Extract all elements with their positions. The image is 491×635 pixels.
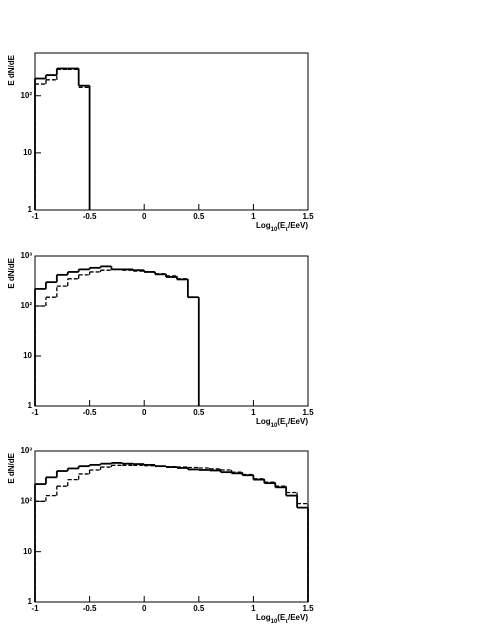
x-axis-label: Log10(Eτ/EeV) <box>256 613 308 624</box>
y-tick-label: 1 <box>28 205 33 214</box>
x-tick-label: -0.5 <box>83 408 97 417</box>
x-axis-label-part: τ <box>285 619 288 625</box>
y-axis-label: E dN/dE <box>7 257 16 288</box>
y-tick-label: 10³ <box>20 251 32 260</box>
x-tick-label: 1.5 <box>302 604 314 613</box>
y-tick-label: 10 <box>23 547 32 556</box>
y-axis-label: E dN/dE <box>7 54 16 85</box>
x-tick-label: 1 <box>251 212 256 221</box>
x-axis-label-part: Log <box>256 221 271 230</box>
x-axis-label-part: Log <box>256 613 271 622</box>
y-axis-label: E dN/dE <box>7 452 16 483</box>
x-tick-label: 1 <box>251 408 256 417</box>
x-tick-label: 0 <box>142 212 147 221</box>
x-tick-label: -1 <box>31 212 39 221</box>
x-axis-label-part: τ <box>285 423 288 429</box>
x-tick-label: 0 <box>142 604 147 613</box>
plot-frame <box>34 450 309 603</box>
x-axis-label-part: 10 <box>271 227 278 233</box>
x-axis-label-part: Log <box>256 417 271 426</box>
y-tick-label: 10² <box>20 91 32 100</box>
x-axis-label-part: (E <box>277 613 286 622</box>
y-tick-label: 10 <box>23 351 32 360</box>
y-tick-label: 10² <box>20 301 32 310</box>
x-tick-label: -1 <box>31 604 39 613</box>
y-tick-label: 10 <box>23 148 32 157</box>
x-axis-label-part: (E <box>277 221 286 230</box>
x-axis-label-part: 10 <box>271 423 278 429</box>
x-axis-label-part: (E <box>277 417 286 426</box>
x-tick-label: 0.5 <box>193 212 205 221</box>
y-tick-label: 1 <box>28 597 33 606</box>
x-tick-label: 1.5 <box>302 212 314 221</box>
x-tick-label: 1.5 <box>302 408 314 417</box>
x-axis-label-part: /EeV) <box>288 417 308 426</box>
x-tick-label: 1 <box>251 604 256 613</box>
x-axis-label-part: /EeV) <box>288 221 308 230</box>
x-tick-label: 0 <box>142 408 147 417</box>
x-tick-label: -1 <box>31 408 39 417</box>
x-tick-label: -0.5 <box>83 212 97 221</box>
x-tick-label: 0.5 <box>193 408 205 417</box>
x-axis-label: Log10(Eτ/EeV) <box>256 221 308 232</box>
x-tick-label: -0.5 <box>83 604 97 613</box>
y-tick-label: 10³ <box>20 446 32 455</box>
y-tick-label: 1 <box>28 401 33 410</box>
x-axis-label-part: /EeV) <box>288 613 308 622</box>
x-axis-label: Log10(Eτ/EeV) <box>256 417 308 428</box>
x-tick-label: 0.5 <box>193 604 205 613</box>
x-axis-label-part: τ <box>285 227 288 233</box>
y-tick-label: 10² <box>20 496 32 505</box>
plot-frame <box>34 52 309 211</box>
x-axis-label-part: 10 <box>271 619 278 625</box>
